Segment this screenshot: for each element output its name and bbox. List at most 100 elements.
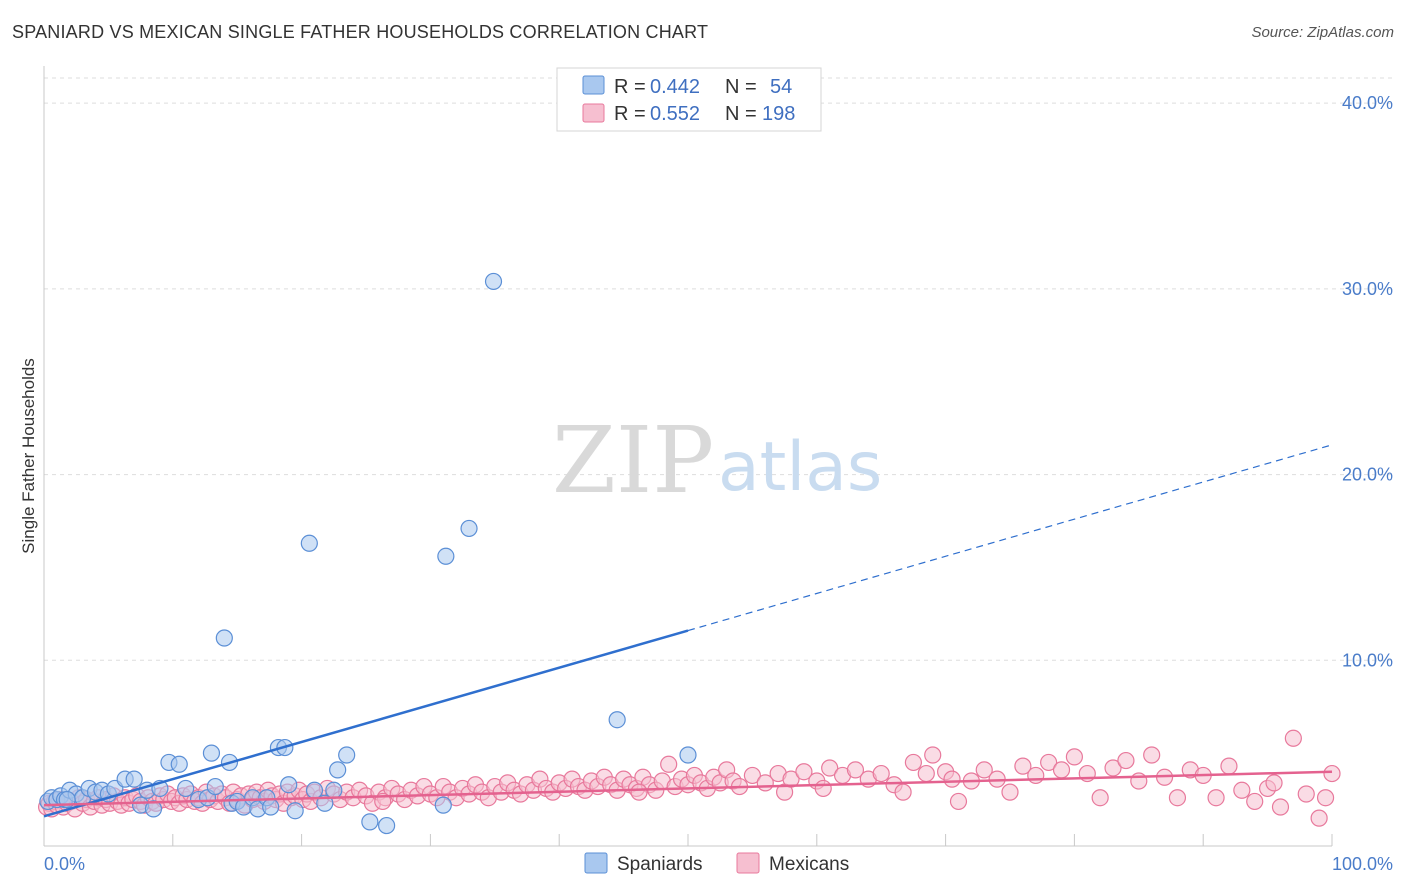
spaniards-series-label: Spaniards [617, 854, 703, 875]
mexicans-point [1104, 759, 1122, 777]
mexicans-trend-line [43, 770, 1333, 807]
spaniards-point [305, 781, 324, 799]
x-tick-label-0: 0.0% [44, 854, 85, 874]
series-legend: Spaniards Mexicans [584, 852, 849, 875]
spaniards-point [170, 755, 188, 773]
spaniards-point [286, 802, 304, 820]
mexicans-point [1065, 748, 1084, 766]
mexicans-point [1014, 757, 1032, 775]
mexicans-point [1027, 766, 1045, 785]
spaniards-points [39, 272, 697, 835]
y-tick-label-40: 40.0% [1342, 93, 1393, 113]
mexicans-r-label: R = [614, 103, 646, 125]
mexicans-points [37, 729, 1341, 827]
trend-lines [43, 444, 1333, 818]
stats-legend: R = 0.442 N = 54 R = 0.552 N = 198 [556, 67, 822, 132]
mexicans-point [904, 753, 923, 772]
mexicans-point [924, 746, 942, 764]
mexicans-point [660, 755, 678, 773]
spaniards-point [300, 534, 318, 552]
mexicans-point [975, 761, 993, 779]
spaniards-point [608, 711, 626, 729]
mexicans-point [894, 783, 912, 801]
mexicans-point [1207, 789, 1225, 807]
mexicans-point [1265, 774, 1283, 792]
mexicans-point [1310, 809, 1328, 827]
mexicans-point [782, 770, 800, 788]
mexicans-point [1220, 757, 1238, 775]
mexicans-point [1246, 792, 1264, 811]
spaniards-point [437, 547, 455, 565]
y-axis-tick-labels: 10.0% 20.0% 30.0% 40.0% [1342, 93, 1393, 670]
watermark-atlas: atlas [718, 428, 882, 507]
spaniards-series-swatch [584, 852, 608, 874]
mexicans-point [1168, 789, 1187, 807]
y-tick-label-20: 20.0% [1342, 465, 1393, 485]
mexicans-point [1001, 783, 1019, 801]
watermark-zip: ZIP [552, 407, 714, 514]
mexicans-point [821, 759, 839, 777]
spaniards-point [280, 776, 298, 794]
mexicans-r-value: 0.552 [650, 103, 700, 125]
mexicans-point [872, 764, 890, 783]
mexicans-point [949, 792, 968, 811]
mexicans-point [1271, 798, 1290, 816]
spaniards-n-value: 54 [770, 76, 792, 98]
spaniards-point [316, 794, 334, 812]
mexicans-point [814, 779, 832, 798]
x-axis-tick-labels: 0.0% 100.0% [44, 854, 1393, 874]
mexicans-point [743, 766, 762, 785]
spaniards-point [679, 746, 697, 764]
mexicans-n-label: N = [725, 103, 757, 125]
spaniards-point [434, 796, 452, 814]
spaniards-n-label: N = [725, 76, 757, 98]
mexicans-point [1040, 753, 1058, 772]
spaniards-point [215, 629, 233, 647]
mexicans-n-value: 198 [762, 103, 795, 125]
chart-title: SPANIARD VS MEXICAN SINGLE FATHER HOUSEH… [12, 22, 709, 42]
mexicans-point [1284, 729, 1302, 747]
spaniards-point [144, 800, 163, 818]
spaniards-point [177, 779, 195, 798]
spaniards-point [206, 777, 224, 796]
spaniards-legend-swatch [582, 75, 605, 95]
mexicans-point [1091, 789, 1109, 807]
spaniards-point [378, 816, 396, 835]
mexicans-series-swatch [736, 852, 760, 874]
spaniards-point [361, 813, 379, 831]
mexicans-point [846, 761, 865, 779]
spaniards-point [338, 746, 356, 764]
mexicans-point [1117, 751, 1135, 770]
source-credit: Source: ZipAtlas.com [1251, 24, 1394, 41]
mexicans-point [943, 770, 961, 788]
spaniards-point [262, 798, 280, 816]
spaniards-trend-line [43, 629, 689, 818]
x-axis-ticks [43, 834, 1333, 846]
mexicans-legend-swatch [582, 103, 605, 123]
spaniards-point [325, 781, 343, 799]
mexicans-point [795, 763, 813, 781]
mexicans-point [1316, 789, 1335, 807]
mexicans-point [1233, 781, 1251, 799]
spaniards-point [460, 519, 478, 538]
spaniards-r-label: R = [614, 76, 646, 98]
grid-lines [44, 77, 1392, 661]
mexicans-point [917, 764, 935, 783]
spaniards-point [484, 272, 503, 291]
mexicans-series-label: Mexicans [769, 854, 849, 875]
spaniards-point [329, 761, 347, 779]
y-tick-label-30: 30.0% [1342, 279, 1393, 299]
y-tick-label-10: 10.0% [1342, 650, 1393, 670]
spaniards-r-value: 0.442 [650, 76, 700, 98]
spaniards-trend-extension [687, 444, 1333, 632]
mexicans-point [1052, 761, 1071, 779]
x-tick-label-100: 100.0% [1332, 854, 1393, 874]
mexicans-point [1323, 764, 1341, 783]
spaniards-point [125, 770, 143, 788]
mexicans-point [1297, 785, 1315, 803]
spaniards-point [202, 744, 221, 762]
mexicans-point [630, 783, 648, 801]
y-axis-title: Single Father Households [19, 358, 38, 554]
mexicans-point [1143, 746, 1161, 764]
